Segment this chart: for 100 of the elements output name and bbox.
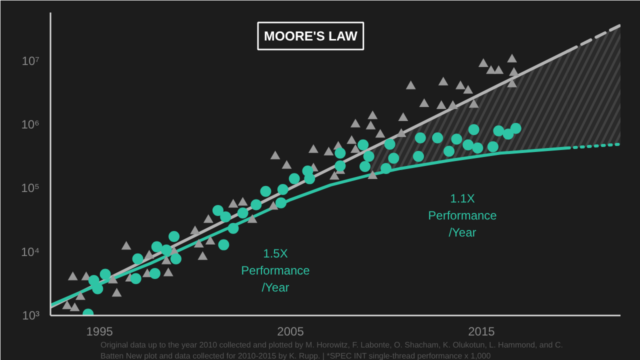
point bbox=[487, 141, 498, 152]
point bbox=[432, 132, 444, 144]
point bbox=[398, 112, 408, 122]
point bbox=[228, 222, 239, 234]
point bbox=[363, 150, 374, 162]
point bbox=[112, 288, 122, 297]
point bbox=[260, 186, 272, 197]
point bbox=[455, 80, 466, 90]
point bbox=[220, 211, 232, 222]
point bbox=[396, 128, 406, 137]
point bbox=[144, 250, 154, 259]
point bbox=[368, 170, 378, 179]
point bbox=[168, 231, 180, 242]
point bbox=[130, 273, 142, 284]
point bbox=[170, 253, 182, 264]
point bbox=[468, 124, 480, 136]
point bbox=[350, 118, 360, 128]
point bbox=[360, 161, 371, 172]
y-tick-label: 10⁵ bbox=[21, 181, 40, 196]
point bbox=[451, 134, 462, 145]
x-tick-label: 2015 bbox=[468, 324, 496, 338]
point bbox=[212, 204, 224, 216]
point bbox=[88, 274, 100, 286]
y-tick-label: 10⁴ bbox=[20, 244, 40, 259]
point bbox=[304, 173, 316, 184]
point bbox=[406, 80, 416, 90]
point bbox=[438, 76, 448, 86]
point bbox=[493, 125, 504, 136]
y-tick-label: 10⁶ bbox=[21, 118, 40, 132]
point bbox=[502, 128, 514, 140]
text: MOORE'S LAW bbox=[264, 28, 358, 44]
point bbox=[160, 244, 172, 256]
point bbox=[508, 67, 519, 76]
point bbox=[384, 138, 396, 150]
point bbox=[468, 99, 479, 108]
point bbox=[238, 196, 248, 206]
annotation: 1.1X Performance /Year bbox=[428, 192, 498, 240]
y-tick-label: 10⁷ bbox=[22, 54, 40, 68]
x-tick-label: 1995 bbox=[86, 324, 114, 338]
point bbox=[62, 300, 72, 310]
point bbox=[350, 144, 360, 153]
point bbox=[149, 268, 160, 279]
point bbox=[419, 98, 430, 108]
text: Original data up to the year 2010 collected and plotted by M. Horowitz, F. Labonte, O. Shacham, K. Olukotun, L. Hammond, and C. bbox=[100, 340, 563, 350]
point bbox=[510, 122, 522, 134]
point bbox=[346, 135, 357, 144]
point bbox=[247, 214, 258, 223]
point bbox=[228, 198, 238, 208]
y-tick-label: 10³ bbox=[22, 308, 40, 322]
point bbox=[161, 256, 172, 264]
point bbox=[388, 152, 400, 164]
x-tick-label: 2005 bbox=[277, 324, 304, 338]
point bbox=[368, 110, 378, 120]
point bbox=[507, 54, 518, 62]
point bbox=[444, 146, 455, 157]
point bbox=[205, 236, 216, 244]
point bbox=[472, 142, 484, 154]
point bbox=[380, 162, 392, 174]
annotation: 1.5X Performance /Year bbox=[241, 246, 310, 294]
point bbox=[68, 272, 78, 280]
point bbox=[151, 241, 162, 252]
point bbox=[237, 208, 248, 219]
point bbox=[194, 238, 204, 248]
point bbox=[412, 150, 424, 162]
point bbox=[108, 274, 118, 284]
point bbox=[268, 201, 278, 210]
point bbox=[462, 139, 474, 150]
point bbox=[270, 150, 280, 160]
point bbox=[494, 65, 504, 74]
point bbox=[334, 160, 346, 172]
text: Batten New plot and data collected for 2010-2015 by K. Rupp. | *SPEC INT single-thread performance x 1,000 bbox=[100, 352, 492, 360]
point bbox=[507, 78, 518, 88]
point bbox=[70, 302, 80, 312]
point bbox=[121, 241, 132, 250]
point bbox=[288, 173, 300, 184]
point bbox=[275, 197, 286, 208]
point bbox=[486, 65, 496, 74]
point bbox=[334, 148, 346, 159]
point bbox=[463, 84, 474, 94]
point bbox=[190, 226, 200, 234]
point bbox=[414, 132, 426, 144]
point bbox=[448, 100, 458, 109]
point bbox=[250, 199, 262, 210]
point bbox=[478, 58, 488, 67]
point bbox=[436, 100, 446, 109]
point bbox=[358, 139, 369, 150]
point bbox=[324, 146, 334, 156]
point bbox=[282, 160, 292, 169]
point bbox=[203, 214, 214, 223]
point bbox=[132, 253, 144, 264]
point bbox=[198, 251, 208, 260]
point bbox=[100, 268, 111, 280]
point bbox=[218, 239, 230, 250]
point bbox=[366, 120, 376, 130]
point bbox=[375, 129, 386, 138]
point bbox=[308, 144, 318, 153]
point bbox=[163, 268, 174, 276]
point bbox=[75, 291, 86, 300]
point bbox=[277, 184, 288, 195]
point bbox=[329, 171, 340, 180]
